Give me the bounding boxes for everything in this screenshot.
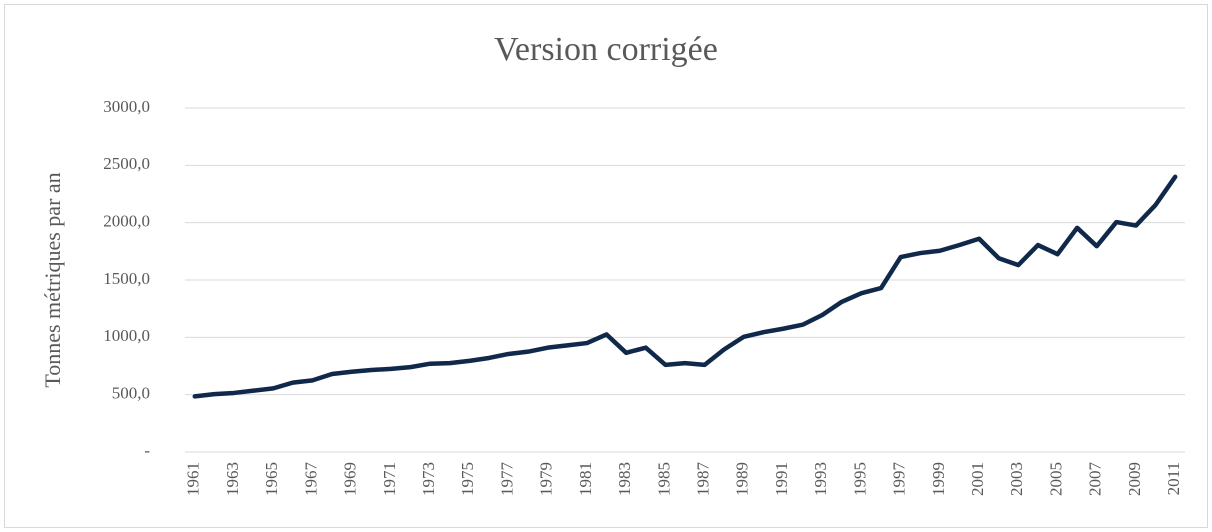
x-tick-label: 1963 (223, 462, 242, 496)
x-tick-label: 2009 (1125, 462, 1144, 496)
x-tick-label: 2007 (1086, 462, 1105, 497)
x-tick-label: 2005 (1046, 462, 1065, 496)
x-tick-label: 1971 (380, 462, 399, 496)
x-tick-label: 2001 (968, 462, 987, 496)
x-tick-label: 2011 (1164, 462, 1183, 495)
x-tick-label: 1999 (929, 462, 948, 496)
x-tick-label: 1977 (497, 462, 516, 497)
x-tick-label: 1983 (615, 462, 634, 496)
x-tick-label: 1969 (341, 462, 360, 496)
line (192, 174, 1178, 399)
x-tick-label: 1973 (419, 462, 438, 496)
x-tick-label: 1979 (537, 462, 556, 496)
x-tick-label: 1991 (772, 462, 791, 496)
x-tick-label: 2003 (1007, 462, 1026, 496)
y-tick-label: 1500,0 (103, 269, 150, 288)
chart-title: Version corrigée (494, 31, 718, 68)
y-tick-label: 2000,0 (103, 212, 150, 231)
x-tick-label: 1989 (733, 462, 752, 496)
chart-border (4, 4, 1208, 528)
x-tick-label: 1985 (654, 462, 673, 496)
x-tick-label: 1997 (890, 462, 909, 497)
x-tick-label: 1995 (850, 462, 869, 496)
y-tick-label: 3000,0 (103, 97, 150, 116)
y-axis-label: Tonnes métriques par an (40, 172, 65, 387)
x-tick-label: 1987 (694, 462, 713, 497)
y-tick-label: 1000,0 (103, 326, 150, 345)
x-tick-label: 1981 (576, 462, 595, 496)
x-tick-label: 1961 (184, 462, 203, 496)
y-tick-label: 500,0 (112, 384, 150, 403)
x-tick-label: 1975 (458, 462, 477, 496)
x-tick-label: 1993 (811, 462, 830, 496)
x-tick-label: 1965 (262, 462, 281, 496)
y-tick-label: - (144, 441, 150, 460)
x-tick-label: 1967 (301, 462, 320, 497)
y-tick-label: 2500,0 (103, 154, 150, 173)
